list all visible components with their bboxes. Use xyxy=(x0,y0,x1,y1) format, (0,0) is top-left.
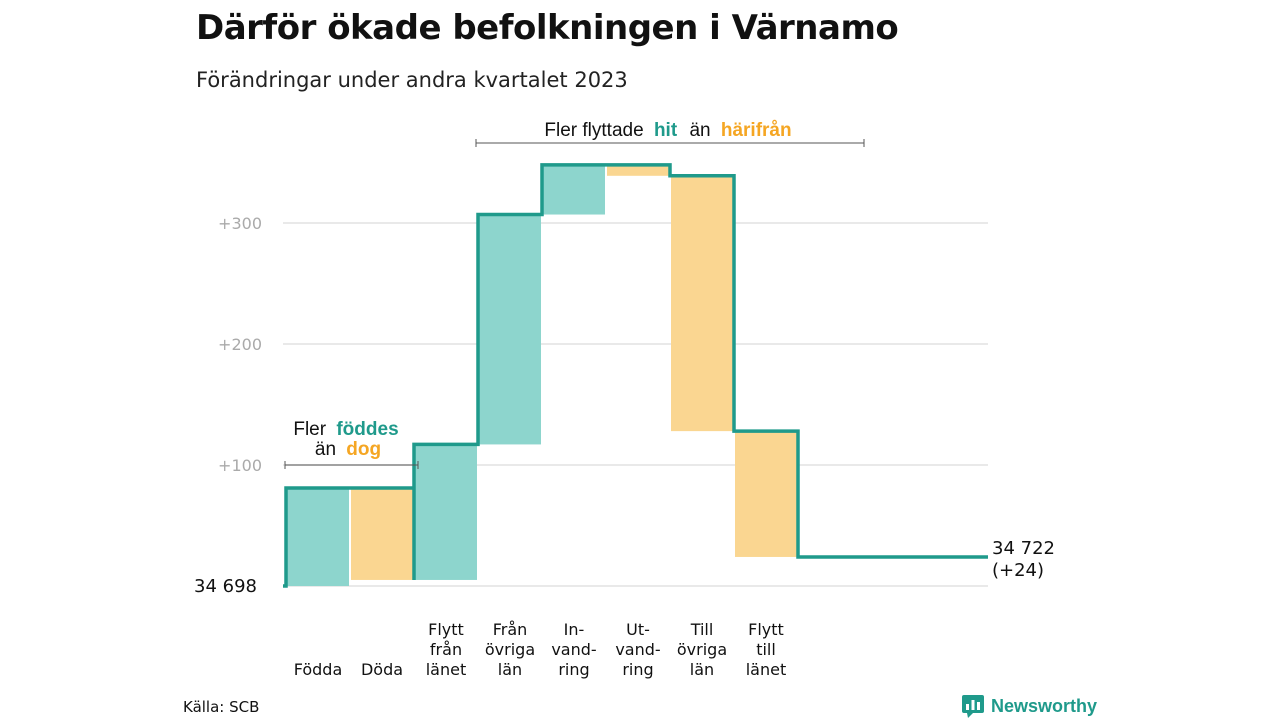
running-total-path xyxy=(283,163,988,588)
bar-4 xyxy=(543,164,605,215)
category-label-5-2: ring xyxy=(622,660,653,679)
y-tick-label-2: +300 xyxy=(218,214,262,233)
category-label-4-2: ring xyxy=(558,660,589,679)
y-tick-label-0: +100 xyxy=(218,456,262,475)
brand-name: Newsworthy xyxy=(991,695,1098,716)
category-label-5-1: vand- xyxy=(615,640,660,659)
brand-logo: Newsworthy xyxy=(961,694,1097,718)
start-value-label: 34 698 xyxy=(194,576,257,597)
category-label-2-0: Flytt xyxy=(428,620,464,639)
annotation-migration-text-a: Fler flyttade xyxy=(544,120,643,141)
bar-1 xyxy=(351,487,413,580)
category-label-2-2: länet xyxy=(426,660,467,679)
page-title: Därför ökade befolkningen i Värnamo xyxy=(196,8,899,48)
svg-text:Fler flyttade hit: Fler flyttade hit än härifrån xyxy=(544,120,791,141)
annotation-migration-text-c: än xyxy=(689,120,710,141)
bar-6 xyxy=(671,175,733,432)
annotation-migration-text-d: härifrån xyxy=(721,120,792,141)
category-label-6-2: län xyxy=(690,660,714,679)
bar-3 xyxy=(479,214,541,445)
annotation-births-text-b: föddes xyxy=(336,419,398,440)
category-label-3-1: övriga xyxy=(485,640,535,659)
page-subtitle: Förändringar under andra kvartalet 2023 xyxy=(196,68,628,92)
bar-chart-speech-icon xyxy=(962,695,984,718)
annotation-births: Fler föddes än dog xyxy=(284,419,419,469)
grid-lines xyxy=(283,222,988,587)
annotation-births-text-a: Fler xyxy=(293,419,326,440)
annotation-births-text-d: dog xyxy=(346,439,381,460)
end-value-label: 34 722 xyxy=(992,538,1055,559)
annotation-births-text-c: än xyxy=(315,439,336,460)
y-tick-label-1: +200 xyxy=(218,335,262,354)
bar-7 xyxy=(735,431,797,557)
category-label-7-0: Flytt xyxy=(748,620,784,639)
category-label-6-0: Till xyxy=(690,620,714,639)
category-label-2-1: från xyxy=(430,640,462,659)
category-label-7-2: länet xyxy=(746,660,787,679)
svg-text:än dog: än dog xyxy=(315,439,381,460)
category-label-4-1: vand- xyxy=(551,640,596,659)
running-total-line xyxy=(283,163,988,588)
category-label-6-1: övriga xyxy=(677,640,727,659)
category-label-3-0: Från xyxy=(493,620,528,639)
category-label-1-0: Döda xyxy=(361,660,403,679)
end-change-label: (+24) xyxy=(992,560,1044,581)
annotation-migration-text-b: hit xyxy=(654,120,678,141)
category-label-0-0: Födda xyxy=(294,660,343,679)
category-label-7-1: till xyxy=(756,640,776,659)
bar-0 xyxy=(287,487,349,586)
annotation-migration: Fler flyttade hit än härifrån xyxy=(475,120,865,147)
bar-5 xyxy=(607,164,669,176)
source-note: Källa: SCB xyxy=(183,698,260,716)
svg-text:Fler föddes: Fler föddes xyxy=(293,419,398,440)
category-label-4-0: In- xyxy=(564,620,585,639)
bars xyxy=(287,164,797,586)
bar-2 xyxy=(415,444,477,580)
category-label-5-0: Ut- xyxy=(626,620,650,639)
category-label-3-2: län xyxy=(498,660,522,679)
